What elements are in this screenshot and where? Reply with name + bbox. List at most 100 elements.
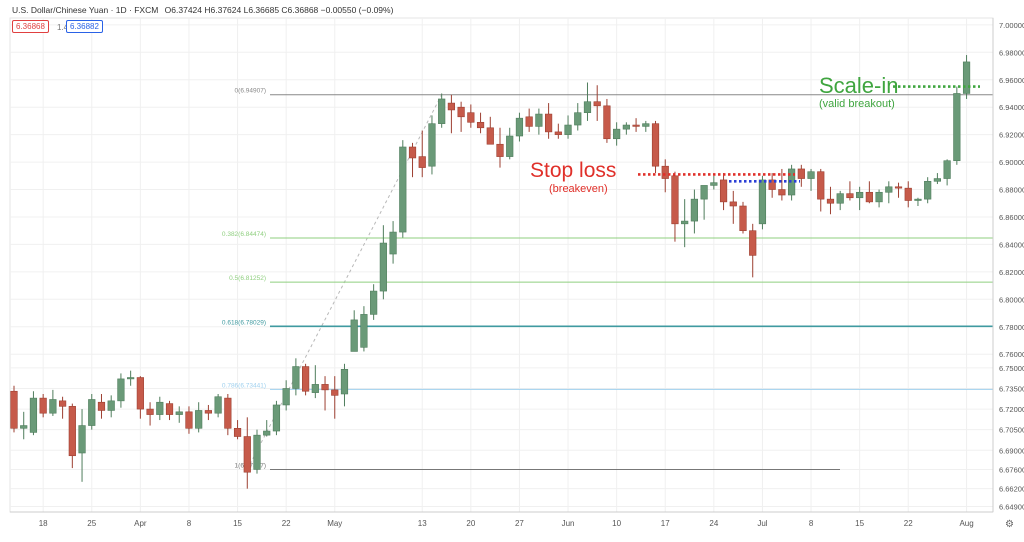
candle-body [826,198,835,204]
candle-body [331,389,339,396]
y-tick-label: 6.69000 [999,446,1024,455]
y-tick-label: 6.80000 [999,295,1024,304]
candle-body [175,411,183,415]
candle-body [389,231,397,255]
candle-body [651,123,660,167]
y-tick-label: 6.94000 [999,103,1024,112]
x-tick-label: 25 [87,519,96,528]
candle-body [165,403,174,415]
candle-body [88,399,96,426]
sell-price-button[interactable]: 6.36868 [12,20,49,33]
candle-body [185,411,193,429]
candle-body [894,186,903,189]
candle-body [476,121,485,129]
candle-body [10,390,18,429]
y-tick-label: 6.88000 [999,186,1024,195]
candle-body [447,102,456,111]
candle-body [836,193,844,204]
candle-body [943,160,951,179]
candle-body [904,187,912,201]
candle-body [117,378,125,402]
candle-body [282,388,290,406]
x-tick-label: 17 [661,519,670,528]
candle-body [603,105,611,140]
scale-in-label: Scale-in [819,73,898,98]
candle-body [953,93,961,162]
candle-body [243,436,251,473]
candle-body [195,410,203,429]
y-tick-label: 6.67600 [999,465,1024,474]
fib-level-label: 0.5(6.81252) [229,275,266,282]
candle-body [438,98,446,124]
x-tick-label: Jul [757,519,767,528]
candle-body [136,377,144,410]
candle-body [817,171,825,200]
candle-body [681,220,689,225]
x-tick-label: Apr [134,519,147,528]
candle-body [749,230,757,256]
candle-body [690,198,698,222]
candle-body [224,397,232,429]
chart-header: U.S. Dollar/Chinese Yuan · 1D · FXCM O6.… [12,5,397,15]
candle-body [78,425,86,454]
candle-body [885,186,893,193]
fib-level-label: 0.618(6.78029) [222,319,266,326]
candle-body [272,404,281,432]
candle-body [544,113,553,133]
candle-body [739,205,747,231]
x-tick-label: 22 [904,519,913,528]
candle-body [49,399,57,414]
candle-body [807,171,815,179]
candle-body [97,401,106,411]
fibonacci-levels: 0(6.94907) 0.382(6.84474) 0.5(6.81252) 0.61… [222,88,993,470]
candle-body [350,319,358,352]
y-tick-label: 6.75000 [999,364,1024,373]
candle-body [729,201,737,207]
candle-body [632,124,640,127]
y-tick-label: 6.64900 [999,503,1024,512]
y-tick-label: 6.82000 [999,268,1024,277]
candle-body [253,434,261,470]
candle-body [613,128,621,140]
candle-body [370,290,378,315]
candle-body [593,101,601,107]
candle-body [710,182,718,186]
candle-body [671,175,679,225]
candle-body [914,198,922,201]
candle-body [856,191,864,199]
candle-body [68,406,76,457]
x-tick-label: 8 [809,519,814,528]
candle-body [486,127,494,145]
candle-body [233,427,242,437]
y-tick-label: 6.66200 [999,485,1024,494]
buy-price-button[interactable]: 6.36882 [66,20,103,33]
x-tick-label: 13 [418,519,427,528]
x-tick-label: Jun [562,519,575,528]
candle-body [496,143,504,157]
candle-body [379,242,387,292]
x-tick-label: 15 [233,519,242,528]
y-tick-label: 6.76000 [999,350,1024,359]
candle-body [768,179,776,190]
candle-body [263,430,271,436]
y-tick-label: 6.72000 [999,405,1024,414]
candle-body [107,400,115,411]
symbol-title: U.S. Dollar/Chinese Yuan · 1D · FXCM [12,5,159,15]
candle-body [39,397,47,414]
candle-body [204,410,213,414]
candle-body [962,61,971,94]
candle-body [146,408,154,415]
y-tick-label: 6.96000 [999,76,1024,85]
y-tick-label: 6.98000 [999,48,1024,57]
y-tick-label: 6.70500 [999,426,1024,435]
y-tick-label: 6.84000 [999,240,1024,249]
candle-body [506,135,514,157]
candle-body [700,185,708,200]
candle-body [156,401,164,415]
x-tick-label: 18 [39,519,48,528]
settings-gear-icon: ⚙ [1005,519,1014,530]
ohlc-readout: O6.37424 H6.37624 L6.36685 C6.36868 −0.0… [164,5,394,15]
breakeven-label: (breakeven) [549,183,608,195]
